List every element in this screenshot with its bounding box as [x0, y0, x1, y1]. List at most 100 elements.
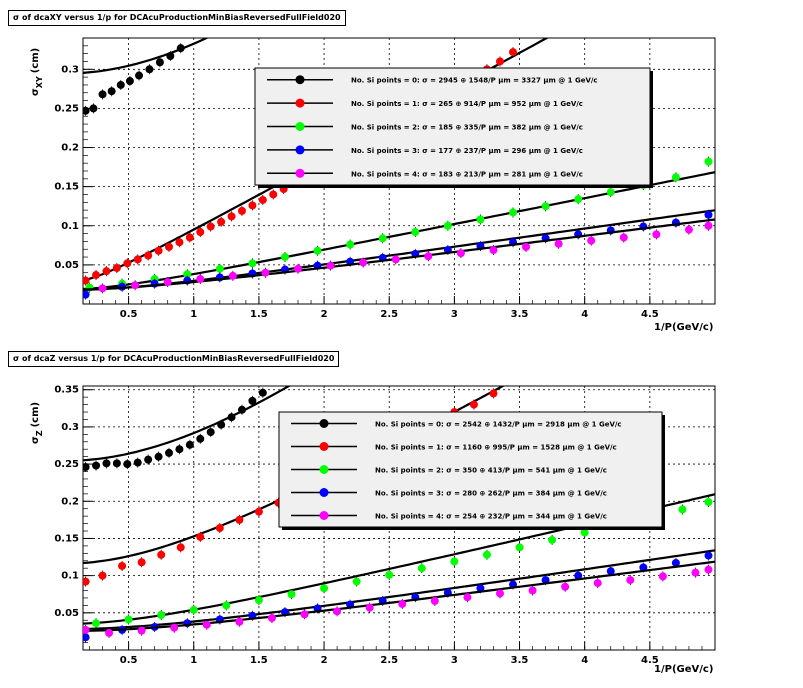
y-tick-label: 0.15 [54, 533, 79, 544]
data-point [261, 268, 270, 277]
data-point [254, 596, 263, 605]
data-point [267, 614, 276, 623]
data-point [98, 90, 107, 99]
data-point [165, 242, 174, 251]
y-tick-label: 0.1 [61, 571, 79, 582]
data-point [704, 551, 713, 560]
data-point [704, 221, 713, 230]
data-point [606, 188, 615, 197]
data-point [476, 584, 485, 593]
data-point [217, 420, 226, 429]
legend-entry: No. Si points = 0: σ = 2945 ⊕ 1548/P μm … [351, 77, 598, 85]
y-tick-label: 0.1 [61, 221, 79, 232]
data-point [83, 625, 90, 634]
data-point [548, 535, 557, 544]
x-tick-label: 2 [321, 655, 328, 666]
legend-entry: No. Si points = 4: σ = 254 ⊕ 232/P μm = … [375, 513, 607, 521]
data-point [222, 601, 231, 610]
data-point [619, 233, 628, 242]
data-point [145, 65, 154, 74]
data-point [170, 623, 179, 632]
data-point [157, 611, 166, 620]
fit-curve [83, 38, 210, 74]
data-point [346, 240, 355, 249]
data-point [185, 233, 194, 242]
data-point [83, 577, 90, 586]
data-point [580, 528, 589, 537]
legend-entry: No. Si points = 3: σ = 280 ⊕ 262/P μm = … [375, 490, 607, 498]
y-tick-label: 0.05 [54, 260, 79, 271]
data-point [704, 498, 713, 507]
data-point [144, 251, 153, 260]
data-point [176, 543, 185, 552]
x-tick-label: 3.5 [511, 655, 529, 666]
data-point [248, 259, 257, 268]
x-tick-label: 1.5 [250, 309, 268, 320]
legend-entry: No. Si points = 4: σ = 183 ⊕ 213/P μm = … [351, 170, 583, 178]
legend-marker [295, 122, 305, 131]
data-point [495, 57, 504, 66]
data-point [133, 255, 142, 264]
legend-marker [295, 145, 305, 155]
data-point [112, 459, 121, 468]
legend-entry: No. Si points = 2: σ = 350 ⊕ 413/P μm = … [375, 467, 607, 475]
data-point [541, 202, 550, 211]
data-point [482, 550, 491, 559]
data-point [456, 249, 465, 258]
data-point [652, 230, 661, 239]
data-point [92, 271, 101, 280]
data-point [185, 440, 194, 449]
data-point [175, 238, 184, 247]
data-point [98, 571, 107, 580]
y-tick-label: 0.3 [61, 64, 79, 75]
data-point [176, 44, 185, 53]
data-point [248, 396, 257, 405]
data-point [704, 210, 713, 219]
data-point [217, 217, 226, 226]
data-point [118, 561, 127, 570]
y-tick-label: 0.05 [54, 608, 79, 619]
data-point [144, 455, 153, 464]
data-point [450, 557, 459, 566]
data-point [83, 463, 90, 472]
x-tick-label: 4 [581, 309, 588, 320]
y-tick-label: 0.2 [61, 496, 79, 507]
data-point [320, 584, 329, 593]
data-point [133, 458, 142, 467]
data-point [228, 271, 237, 280]
data-point [359, 258, 368, 267]
data-point [165, 448, 174, 457]
data-point [102, 267, 111, 276]
data-point [704, 565, 713, 574]
data-point [206, 222, 215, 231]
data-point [280, 253, 289, 262]
data-point [83, 290, 90, 299]
data-point [258, 388, 267, 397]
data-point [107, 87, 116, 96]
data-point [248, 201, 257, 210]
data-point [691, 568, 700, 577]
data-point [183, 270, 192, 279]
data-point [235, 515, 244, 524]
data-point [495, 589, 504, 598]
data-point [166, 51, 175, 60]
data-point [294, 264, 303, 273]
data-point [112, 264, 121, 273]
y-axis-label-symbol: σ [30, 436, 41, 444]
data-point [443, 221, 452, 230]
x-tick-label: 1 [190, 309, 197, 320]
x-axis-label: 1/P(GeV/c) [654, 664, 714, 675]
x-axis-label: 1/P(GeV/c) [654, 322, 714, 333]
data-point [155, 58, 164, 67]
data-point [206, 428, 215, 437]
data-point [684, 225, 693, 234]
data-point [528, 586, 537, 595]
data-point [135, 71, 144, 80]
data-point [574, 571, 583, 580]
data-point [196, 274, 205, 283]
legend-entry: No. Si points = 0: σ = 2542 ⊕ 1432/P μm … [375, 421, 622, 429]
data-point [476, 215, 485, 224]
data-point [235, 617, 244, 626]
data-point [92, 461, 101, 470]
legend-marker [319, 419, 329, 428]
